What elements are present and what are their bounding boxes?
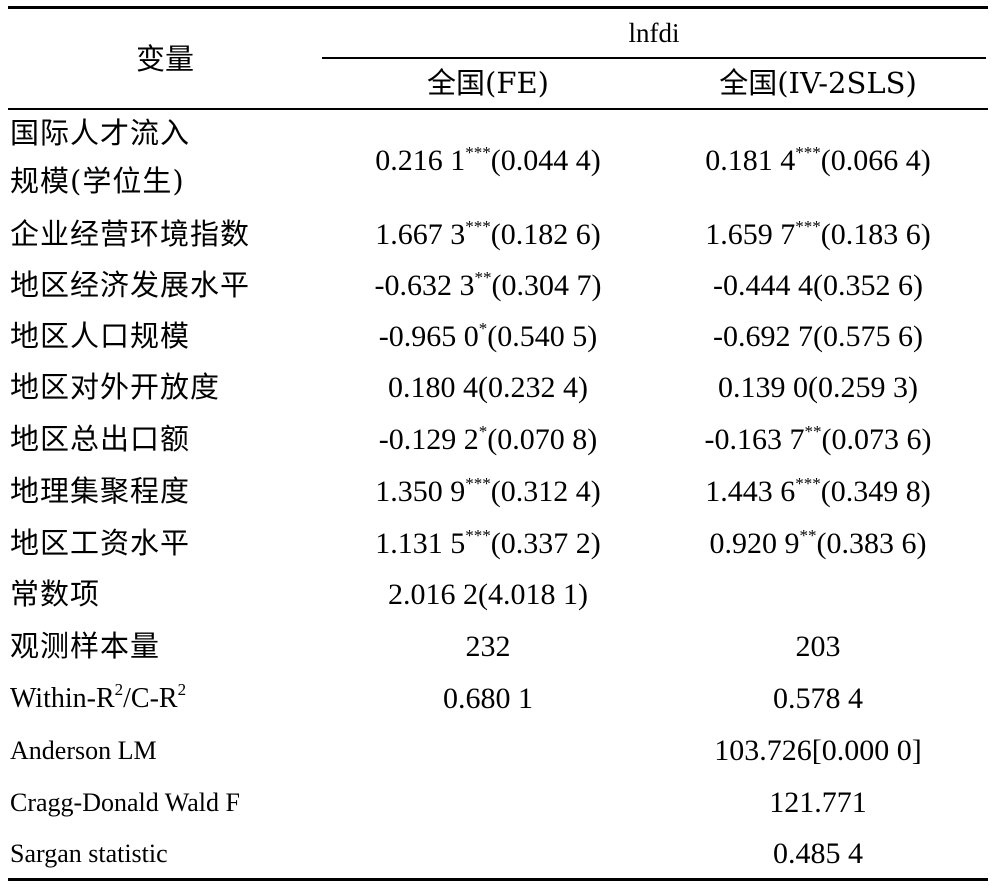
fe-coefficient: 0.216 1***(0.044 4) bbox=[375, 143, 601, 177]
row-label: Within-R2/C-R2 bbox=[10, 680, 187, 714]
row-label: 规模(学位生) bbox=[10, 164, 185, 198]
row-label: 企业经营环境指数 bbox=[10, 217, 251, 251]
row-label: 观测样本量 bbox=[10, 629, 161, 663]
row-label: 常数项 bbox=[10, 577, 101, 611]
fe-coefficient: 1.131 5***(0.337 2) bbox=[375, 526, 601, 560]
fe-coefficient: -0.129 2*(0.070 8) bbox=[378, 422, 598, 456]
iv-coefficient: 0.181 4***(0.066 4) bbox=[705, 143, 931, 177]
row-label: Cragg-Donald Wald F bbox=[10, 788, 240, 817]
bottom-rule bbox=[8, 878, 988, 881]
iv-coefficient: 0.139 0(0.259 3) bbox=[718, 371, 918, 404]
iv-value: 0.485 4 bbox=[773, 837, 863, 870]
fe-coefficient: 1.350 9***(0.312 4) bbox=[375, 474, 601, 508]
fe-coefficient: -0.965 0*(0.540 5) bbox=[378, 319, 598, 353]
iv-coefficient: 0.920 9**(0.383 6) bbox=[709, 526, 927, 560]
column-header-iv: 全国(IV-2SLS) bbox=[719, 66, 917, 100]
fe-value: 2.016 2(4.018 1) bbox=[388, 578, 588, 611]
variable-header: 变量 bbox=[135, 42, 195, 76]
row-label: 地区人口规模 bbox=[10, 319, 191, 353]
fe-coefficient: 0.180 4(0.232 4) bbox=[388, 371, 588, 404]
row-label: 地区经济发展水平 bbox=[10, 268, 251, 302]
header-sub-rule bbox=[322, 57, 986, 59]
iv-coefficient: -0.692 7(0.575 6) bbox=[713, 320, 923, 353]
iv-coefficient: 1.659 7***(0.183 6) bbox=[705, 217, 931, 251]
row-label: 国际人才流入 bbox=[10, 116, 191, 150]
dependent-variable-header: lnfdi bbox=[628, 18, 680, 48]
fe-value: 0.680 1 bbox=[443, 682, 533, 715]
iv-value: 0.578 4 bbox=[773, 682, 863, 715]
column-header-fe: 全国(FE) bbox=[427, 66, 549, 100]
row-label: 地理集聚程度 bbox=[10, 474, 191, 508]
iv-coefficient: -0.163 7**(0.073 6) bbox=[704, 422, 932, 456]
iv-value: 203 bbox=[795, 630, 841, 663]
fe-coefficient: -0.632 3**(0.304 7) bbox=[374, 268, 602, 302]
row-label: 地区总出口额 bbox=[10, 422, 191, 456]
iv-value: 121.771 bbox=[769, 786, 867, 819]
row-label: Anderson LM bbox=[10, 736, 157, 765]
iv-coefficient: 1.443 6***(0.349 8) bbox=[705, 474, 931, 508]
row-label: 地区对外开放度 bbox=[10, 370, 221, 404]
row-label: Sargan statistic bbox=[10, 839, 168, 868]
fe-coefficient: 1.667 3***(0.182 6) bbox=[375, 217, 601, 251]
top-rule bbox=[8, 6, 988, 9]
row-label: 地区工资水平 bbox=[10, 526, 191, 560]
fe-value: 232 bbox=[465, 630, 511, 663]
iv-coefficient: -0.444 4(0.352 6) bbox=[713, 269, 923, 302]
header-rule bbox=[8, 108, 988, 110]
iv-value: 103.726[0.000 0] bbox=[714, 734, 922, 767]
